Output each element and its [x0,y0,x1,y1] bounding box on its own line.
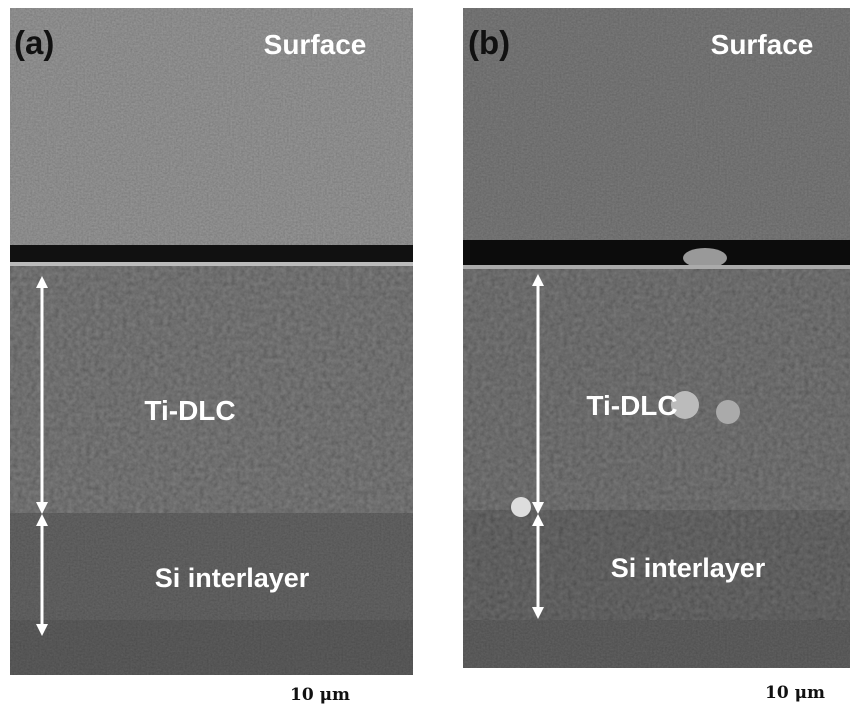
gap [463,240,850,265]
panel-b: (b) Surface Ti-DLC Si interlayer 10 μm [463,8,850,703]
substrate [463,620,850,668]
layer-label: Si interlayer [611,553,766,583]
scale-label: 10 μm [765,683,825,703]
layer-label: Si interlayer [155,563,310,593]
edge [10,262,413,266]
layer-label: Ti-DLC [144,395,235,426]
surface-image [463,8,850,240]
ti-dlc-layer [463,265,850,510]
surface-label: Surface [711,29,814,60]
particle [671,391,699,419]
edge [463,265,850,269]
gap [10,245,413,262]
panel-a: (a) Surface Ti-DLC Si interlayer 10 μm [10,8,413,705]
particle [511,497,531,517]
scale-label: 10 μm [290,685,350,705]
panel-label: (a) [14,24,54,61]
layer-label: Ti-DLC [586,390,677,421]
si-interlayer [10,513,413,620]
particle [716,400,740,424]
si-interlayer [463,510,850,620]
particle [683,248,727,268]
surface-image [10,8,413,245]
panel-label: (b) [468,24,510,61]
substrate [10,620,413,675]
surface-label: Surface [264,29,367,60]
ti-dlc-layer [10,262,413,513]
